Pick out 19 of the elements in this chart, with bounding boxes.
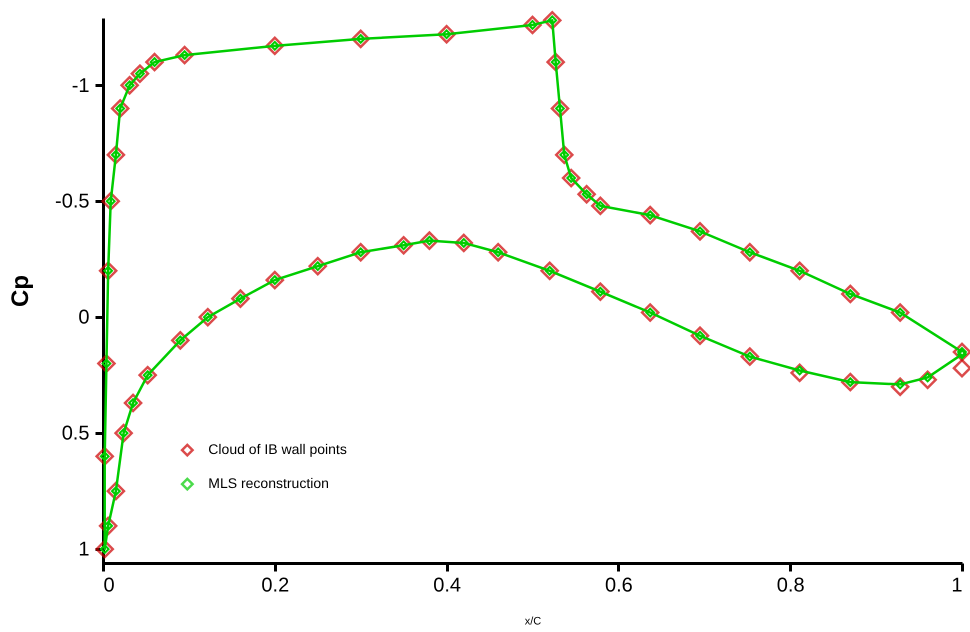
y-tick-label: -1 [72, 74, 90, 97]
point [952, 358, 970, 378]
x-tick-label: 1 [951, 574, 962, 596]
legend-label: MLS reconstruction [208, 475, 329, 492]
point [890, 303, 910, 322]
x-tick-label: 0 [104, 574, 115, 596]
legend-label: Cloud of IB wall points [208, 441, 347, 458]
x-tick-label: 0.2 [261, 574, 290, 596]
point [198, 308, 218, 326]
y-axis-title: Cp [7, 275, 34, 307]
y-tick-label: 0 [78, 306, 90, 329]
x-tick-label: 0.8 [776, 574, 805, 596]
y-tick-label: 1 [78, 538, 90, 561]
y-tick-label: -0.5 [55, 190, 90, 213]
point [171, 331, 190, 350]
x-axis-title: x/C [524, 616, 542, 628]
y-tick-label: 0.5 [62, 422, 90, 445]
x-tick-label: 0.6 [604, 574, 633, 596]
x-tick-label: 0.4 [433, 574, 462, 596]
